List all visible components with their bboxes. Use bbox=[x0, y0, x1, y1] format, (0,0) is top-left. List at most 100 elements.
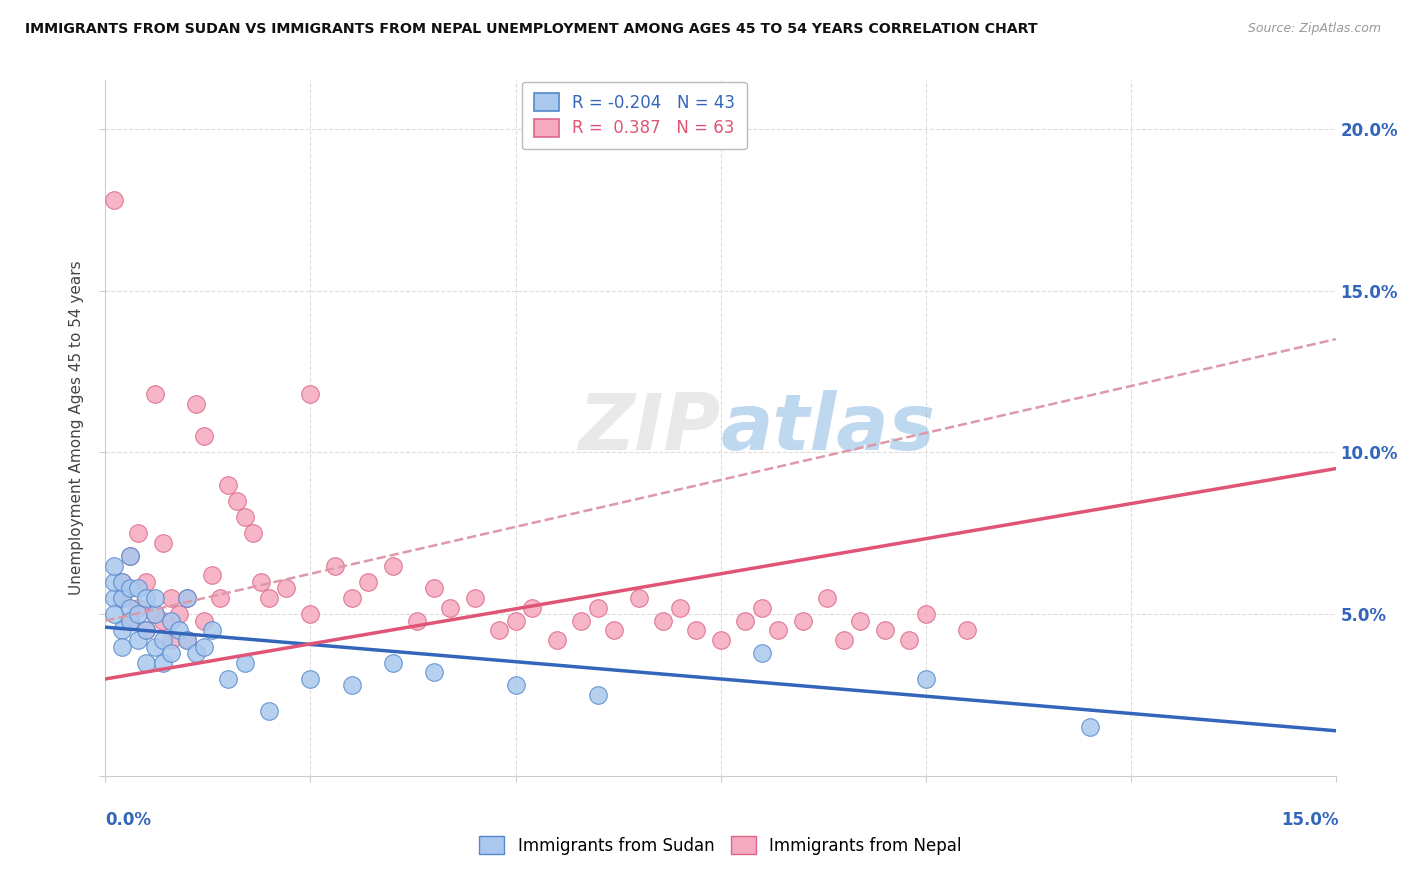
Point bbox=[323, 558, 346, 573]
Point bbox=[152, 614, 174, 628]
Point bbox=[685, 624, 707, 638]
Point bbox=[832, 633, 855, 648]
Point bbox=[176, 633, 198, 648]
Point bbox=[250, 574, 273, 589]
Point bbox=[242, 526, 264, 541]
Point bbox=[710, 633, 733, 648]
Point bbox=[120, 582, 141, 596]
Point bbox=[143, 387, 166, 401]
Point bbox=[127, 600, 149, 615]
Point bbox=[299, 672, 322, 686]
Point bbox=[193, 640, 215, 654]
Point bbox=[259, 704, 281, 718]
Point bbox=[176, 633, 198, 648]
Point bbox=[1078, 721, 1101, 735]
Point bbox=[259, 591, 281, 605]
Point bbox=[488, 624, 510, 638]
Point bbox=[734, 614, 756, 628]
Point bbox=[766, 624, 789, 638]
Point bbox=[357, 574, 380, 589]
Point bbox=[586, 600, 609, 615]
Point bbox=[209, 591, 232, 605]
Point bbox=[160, 614, 183, 628]
Point bbox=[143, 591, 166, 605]
Point bbox=[751, 646, 773, 660]
Point bbox=[120, 549, 141, 563]
Point bbox=[233, 510, 256, 524]
Point bbox=[603, 624, 626, 638]
Point bbox=[668, 600, 690, 615]
Text: IMMIGRANTS FROM SUDAN VS IMMIGRANTS FROM NEPAL UNEMPLOYMENT AMONG AGES 45 TO 54 : IMMIGRANTS FROM SUDAN VS IMMIGRANTS FROM… bbox=[25, 22, 1038, 37]
Point bbox=[225, 494, 247, 508]
Point bbox=[914, 672, 936, 686]
Point bbox=[120, 600, 141, 615]
Point bbox=[193, 429, 215, 443]
Point bbox=[111, 591, 134, 605]
Point bbox=[520, 600, 543, 615]
Point bbox=[103, 607, 125, 622]
Point bbox=[143, 640, 166, 654]
Point bbox=[127, 607, 149, 622]
Point bbox=[381, 558, 404, 573]
Point bbox=[201, 624, 224, 638]
Point bbox=[135, 591, 157, 605]
Point bbox=[586, 688, 609, 702]
Point bbox=[569, 614, 592, 628]
Point bbox=[135, 624, 157, 638]
Point bbox=[201, 568, 224, 582]
Point bbox=[422, 665, 444, 680]
Point bbox=[505, 678, 527, 692]
Point bbox=[299, 607, 322, 622]
Point bbox=[546, 633, 568, 648]
Point bbox=[120, 614, 141, 628]
Point bbox=[792, 614, 814, 628]
Point bbox=[152, 536, 174, 550]
Point bbox=[135, 624, 157, 638]
Point bbox=[120, 614, 141, 628]
Point bbox=[233, 656, 256, 670]
Text: Source: ZipAtlas.com: Source: ZipAtlas.com bbox=[1247, 22, 1381, 36]
Point bbox=[111, 591, 134, 605]
Point bbox=[406, 614, 429, 628]
Point bbox=[127, 633, 149, 648]
Point bbox=[160, 646, 183, 660]
Point bbox=[299, 387, 322, 401]
Point bbox=[218, 477, 240, 491]
Point bbox=[815, 591, 838, 605]
Point bbox=[176, 591, 198, 605]
Legend: Immigrants from Sudan, Immigrants from Nepal: Immigrants from Sudan, Immigrants from N… bbox=[472, 830, 969, 862]
Point bbox=[111, 640, 134, 654]
Point bbox=[169, 624, 191, 638]
Point bbox=[184, 397, 207, 411]
Text: 0.0%: 0.0% bbox=[105, 811, 152, 829]
Point bbox=[956, 624, 979, 638]
Point bbox=[103, 193, 125, 207]
Point bbox=[914, 607, 936, 622]
Point bbox=[127, 582, 149, 596]
Text: atlas: atlas bbox=[721, 390, 935, 467]
Point bbox=[422, 582, 444, 596]
Point bbox=[627, 591, 650, 605]
Point bbox=[160, 591, 183, 605]
Point bbox=[340, 591, 363, 605]
Y-axis label: Unemployment Among Ages 45 to 54 years: Unemployment Among Ages 45 to 54 years bbox=[69, 260, 84, 596]
Point bbox=[873, 624, 896, 638]
Point bbox=[111, 574, 134, 589]
Point bbox=[193, 614, 215, 628]
Point bbox=[152, 656, 174, 670]
Point bbox=[103, 574, 125, 589]
Point bbox=[127, 526, 149, 541]
Point bbox=[103, 558, 125, 573]
Point bbox=[849, 614, 872, 628]
Point bbox=[143, 607, 166, 622]
Point bbox=[143, 607, 166, 622]
Point bbox=[274, 582, 297, 596]
Point bbox=[652, 614, 675, 628]
Point bbox=[505, 614, 527, 628]
Point bbox=[176, 591, 198, 605]
Point bbox=[340, 678, 363, 692]
Text: 15.0%: 15.0% bbox=[1281, 811, 1339, 829]
Text: ZIP: ZIP bbox=[578, 390, 721, 467]
Point bbox=[135, 574, 157, 589]
Point bbox=[464, 591, 486, 605]
